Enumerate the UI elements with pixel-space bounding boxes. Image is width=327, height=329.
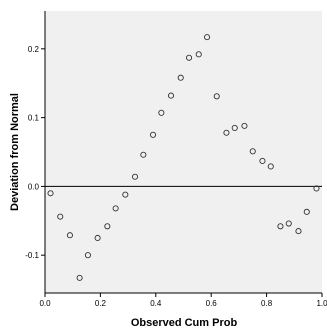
data-point: [122, 191, 129, 198]
data-point: [112, 205, 119, 212]
data-point: [57, 213, 64, 220]
x-tick-label: 0.0: [39, 299, 51, 308]
data-point: [195, 51, 202, 58]
data-point: [185, 54, 193, 61]
data-point: [149, 131, 157, 138]
data-point: [241, 122, 248, 129]
y-axis-ticks: -0.1 0.0 0.1 0.2: [25, 45, 45, 260]
y-tick-label: -0.1: [25, 251, 39, 260]
data-point: [177, 74, 184, 81]
plot-area: [45, 11, 322, 293]
data-point: [203, 34, 211, 41]
x-tick-label: 0.6: [206, 299, 218, 308]
y-axis-title: Deviation from Normal: [9, 93, 21, 211]
x-tick-label: 0.4: [150, 299, 162, 308]
data-point: [66, 232, 73, 239]
data-point: [131, 173, 139, 180]
data-point: [47, 190, 54, 197]
x-axis-title: Observed Cum Prob: [131, 317, 238, 329]
data-point: [277, 223, 284, 230]
y-tick-label: 0.0: [28, 182, 40, 191]
data-point: [140, 151, 147, 158]
data-point: [267, 163, 274, 170]
y-tick-label: 0.1: [28, 114, 40, 123]
data-point: [259, 157, 266, 164]
x-axis-ticks: 0.0 0.2 0.4 0.6 0.8 1.0: [39, 293, 327, 308]
y-tick-label: 0.2: [28, 45, 40, 54]
data-points: [47, 34, 320, 281]
data-point: [303, 208, 310, 215]
data-point: [84, 252, 91, 259]
data-point: [104, 223, 111, 230]
data-point: [313, 185, 320, 192]
x-tick-label: 1.0: [316, 299, 327, 308]
data-point: [158, 109, 165, 116]
data-point: [167, 92, 175, 99]
data-point: [285, 220, 292, 227]
data-point: [213, 93, 220, 100]
x-tick-label: 0.8: [261, 299, 273, 308]
data-point: [76, 274, 83, 281]
data-point: [295, 228, 302, 235]
x-tick-label: 0.2: [95, 299, 107, 308]
data-point: [94, 234, 101, 242]
data-point: [223, 129, 230, 136]
data-point: [249, 148, 256, 155]
data-point: [231, 124, 238, 131]
